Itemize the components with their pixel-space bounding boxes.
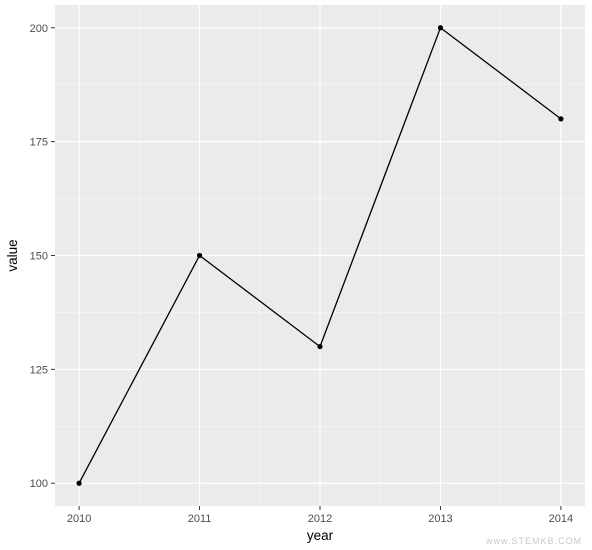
x-axis: 2010 2011 2012 2013 2014: [67, 506, 573, 525]
y-tick-label: 100: [30, 478, 48, 490]
data-point: [76, 480, 82, 486]
data-point: [558, 116, 564, 122]
x-tick-label: 2010: [67, 513, 91, 525]
y-axis: 100 125 150 175 200: [30, 23, 55, 490]
points-layer: [76, 25, 564, 486]
x-tick-label: 2012: [308, 513, 332, 525]
data-point: [317, 343, 323, 350]
y-tick-label: 175: [30, 137, 48, 149]
watermark-text: www.STEMKB.COM: [485, 536, 582, 546]
x-axis-title: year: [307, 528, 334, 543]
data-point: [437, 25, 444, 31]
y-tick-label: 150: [30, 251, 48, 263]
y-tick-label: 125: [30, 364, 48, 376]
y-axis-title: value: [5, 239, 20, 271]
y-tick-label: 200: [30, 23, 48, 35]
x-tick-label: 2014: [549, 513, 573, 525]
data-point: [196, 252, 203, 259]
x-tick-label: 2011: [188, 513, 212, 525]
x-tick-label: 2013: [428, 513, 452, 525]
